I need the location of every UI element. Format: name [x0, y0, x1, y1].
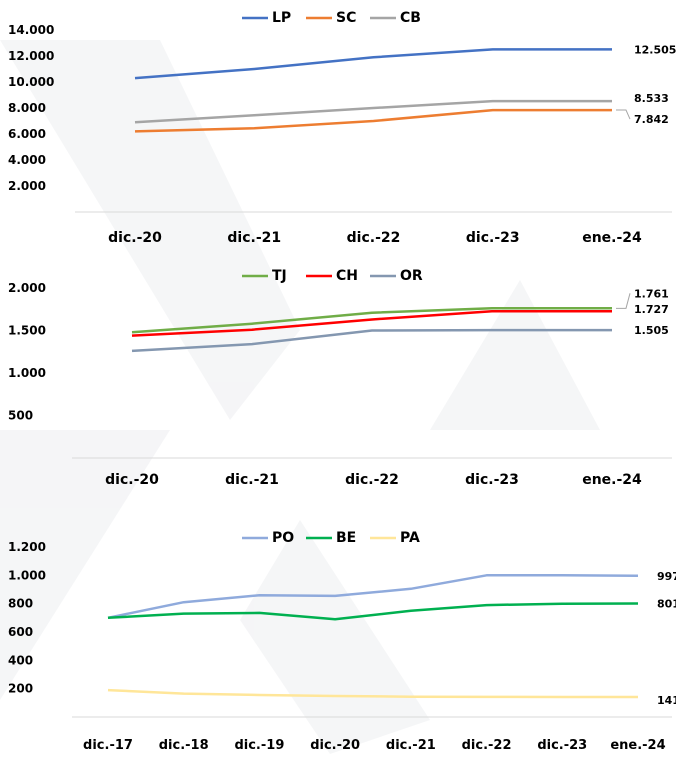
x-axis: dic.-17 dic.-18 dic.-19 dic.-20 dic.-21 dic.-…	[83, 738, 666, 753]
end-label-pa: 141	[657, 694, 676, 707]
end-label-be: 801	[657, 598, 676, 611]
x-tick-label: dic.-19	[234, 738, 284, 753]
chart-2-svg: TJ CH OR 500 1.000 1.500 2.000 dic.-20 dic.-21…	[8, 268, 672, 488]
x-tick-label: dic.-22	[345, 472, 399, 488]
end-labels: 997 801 141	[657, 570, 676, 707]
x-tick-label: ene.-24	[582, 230, 642, 246]
chart-3: PO BE PA 200 400 600 800 1.000 1.200 dic.-17 dic…	[0, 520, 676, 754]
y-tick-label: 500	[8, 409, 33, 423]
x-tick-label: dic.-18	[159, 738, 209, 753]
y-tick-label: 400	[8, 653, 33, 667]
legend-label-pa: PA	[400, 530, 420, 546]
y-tick-label: 2.000	[8, 281, 46, 295]
x-tick-label: dic.-20	[310, 738, 360, 753]
leader-line-tj	[616, 293, 631, 309]
y-tick-label: 12.000	[8, 49, 54, 63]
end-label-sc: 7.842	[634, 113, 669, 126]
series-lines	[107, 574, 639, 699]
chart-2: TJ CH OR 500 1.000 1.500 2.000 dic.-20 dic.-21…	[0, 262, 676, 502]
y-axis: 2.000 4.000 6.000 8.000 10.000 12.000 14.000	[8, 23, 54, 193]
y-axis: 500 1.000 1.500 2.000	[8, 281, 46, 423]
y-tick-label: 1.000	[8, 366, 46, 380]
series-line-cb	[134, 99, 612, 124]
x-tick-label: dic.-21	[225, 472, 279, 488]
legend-entry-cb: CB	[370, 10, 421, 26]
legend-entry-be: BE	[306, 530, 356, 546]
legend-label-po: PO	[272, 530, 294, 546]
legend-entry-po: PO	[242, 530, 294, 546]
chart-1: LP SC CB 2.000 4.000 6.000 8.000 10.000 12.000 1…	[0, 0, 676, 250]
series-lines	[131, 307, 612, 353]
y-tick-label: 200	[8, 682, 33, 696]
y-axis: 200 400 600 800 1.000 1.200	[8, 540, 46, 696]
y-tick-label: 600	[8, 625, 33, 639]
legend-label-be: BE	[336, 530, 356, 546]
x-tick-label: dic.-23	[466, 230, 520, 246]
y-tick-label: 8.000	[8, 101, 46, 115]
x-axis: dic.-20 dic.-21 dic.-22 dic.-23 ene.-24	[105, 472, 642, 488]
x-tick-label: dic.-22	[462, 738, 512, 753]
legend: TJ CH OR	[242, 268, 423, 284]
legend-entry-tj: TJ	[242, 268, 287, 284]
legend: LP SC CB	[242, 10, 421, 26]
x-tick-label: dic.-23	[537, 738, 587, 753]
x-tick-label: ene.-24	[610, 738, 665, 753]
series-line-or	[131, 328, 612, 353]
legend-label-sc: SC	[336, 10, 356, 26]
legend-label-or: OR	[400, 268, 423, 284]
y-tick-label: 800	[8, 597, 33, 611]
y-tick-label: 1.000	[8, 568, 46, 582]
legend-entry-ch: CH	[306, 268, 358, 284]
series-line-pa	[107, 688, 638, 699]
legend-entry-or: OR	[370, 268, 423, 284]
legend-label-tj: TJ	[272, 268, 287, 284]
legend-entry-pa: PA	[370, 530, 420, 546]
legend-label-ch: CH	[336, 268, 358, 284]
y-tick-label: 6.000	[8, 127, 46, 141]
series-line-po	[107, 574, 639, 620]
x-tick-label: dic.-22	[347, 230, 401, 246]
series-lines	[134, 48, 612, 133]
end-label-lp: 12.505	[634, 43, 676, 56]
series-line-lp	[134, 48, 612, 80]
x-tick-label: dic.-20	[108, 230, 162, 246]
x-tick-label: dic.-17	[83, 738, 133, 753]
y-tick-label: 4.000	[8, 153, 46, 167]
end-labels: 12.505 7.842 8.533	[616, 43, 676, 126]
series-line-ch	[131, 309, 612, 337]
y-tick-label: 1.500	[8, 324, 46, 338]
legend-label-lp: LP	[272, 10, 291, 26]
series-line-sc	[134, 108, 612, 133]
y-tick-label: 1.200	[8, 540, 46, 554]
x-tick-label: dic.-20	[105, 472, 159, 488]
end-label-or: 1.505	[634, 324, 669, 337]
y-tick-label: 10.000	[8, 75, 54, 89]
legend-entry-lp: LP	[242, 10, 291, 26]
x-tick-label: dic.-21	[227, 230, 281, 246]
x-axis: dic.-20 dic.-21 dic.-22 dic.-23 ene.-24	[108, 230, 642, 246]
legend: PO BE PA	[242, 530, 420, 546]
leader-line-sc	[616, 109, 631, 120]
legend-label-cb: CB	[400, 10, 421, 26]
legend-entry-sc: SC	[306, 10, 356, 26]
y-tick-label: 14.000	[8, 23, 54, 37]
series-line-tj	[131, 307, 612, 334]
end-labels: 1.761 1.727 1.505	[616, 287, 669, 337]
end-label-ch: 1.727	[634, 303, 669, 316]
x-tick-label: dic.-23	[465, 472, 519, 488]
end-label-tj: 1.761	[634, 287, 669, 300]
x-tick-label: dic.-21	[386, 738, 436, 753]
chart-1-svg: LP SC CB 2.000 4.000 6.000 8.000 10.000 12.000 1…	[8, 10, 676, 246]
end-label-cb: 8.533	[634, 92, 669, 105]
y-tick-label: 2.000	[8, 179, 46, 193]
x-tick-label: ene.-24	[582, 472, 642, 488]
end-label-po: 997	[657, 570, 676, 583]
series-line-be	[107, 602, 639, 621]
